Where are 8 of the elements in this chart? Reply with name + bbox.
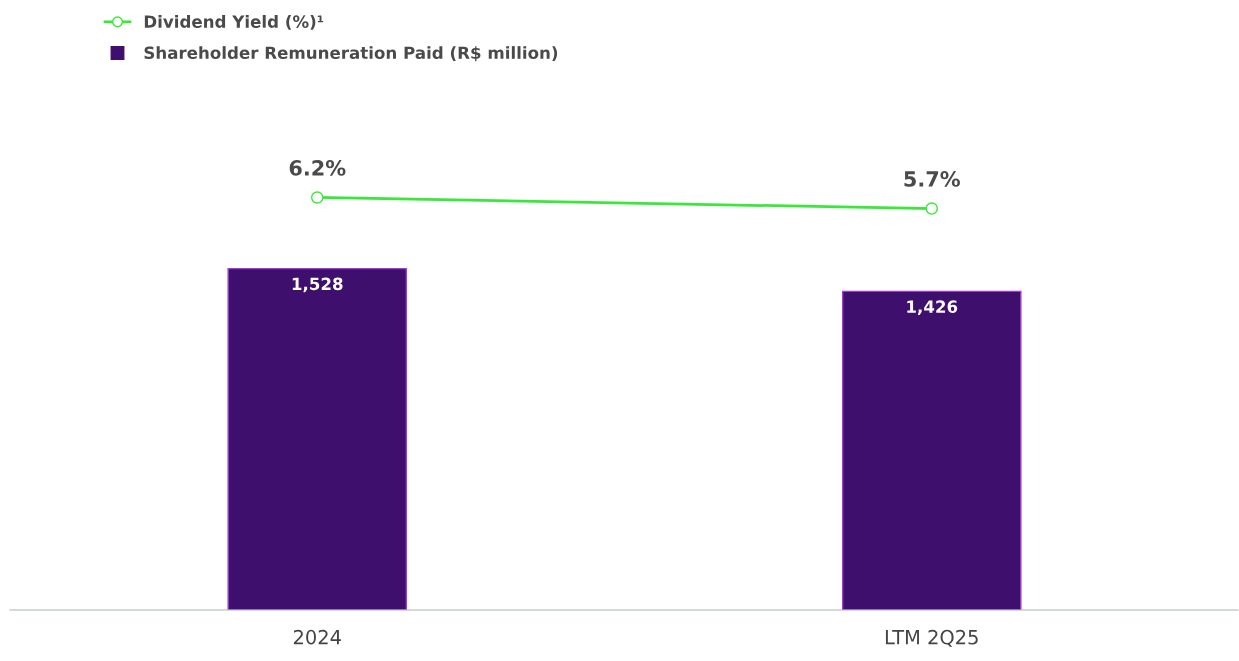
x-tick-label: LTM 2Q25 [885,629,978,647]
x-tick-label: 2024 [293,629,341,645]
legend-label: Shareholder Remuneration Paid (R$ million) [144,46,558,62]
legend-label: Dividend Yield (%)¹ [144,15,324,30]
data-label: 5.7% [904,171,960,187]
data-label: 6.2% [289,160,346,176]
data-label: 1,528 [292,277,343,293]
data-label: 1,426 [907,300,958,316]
